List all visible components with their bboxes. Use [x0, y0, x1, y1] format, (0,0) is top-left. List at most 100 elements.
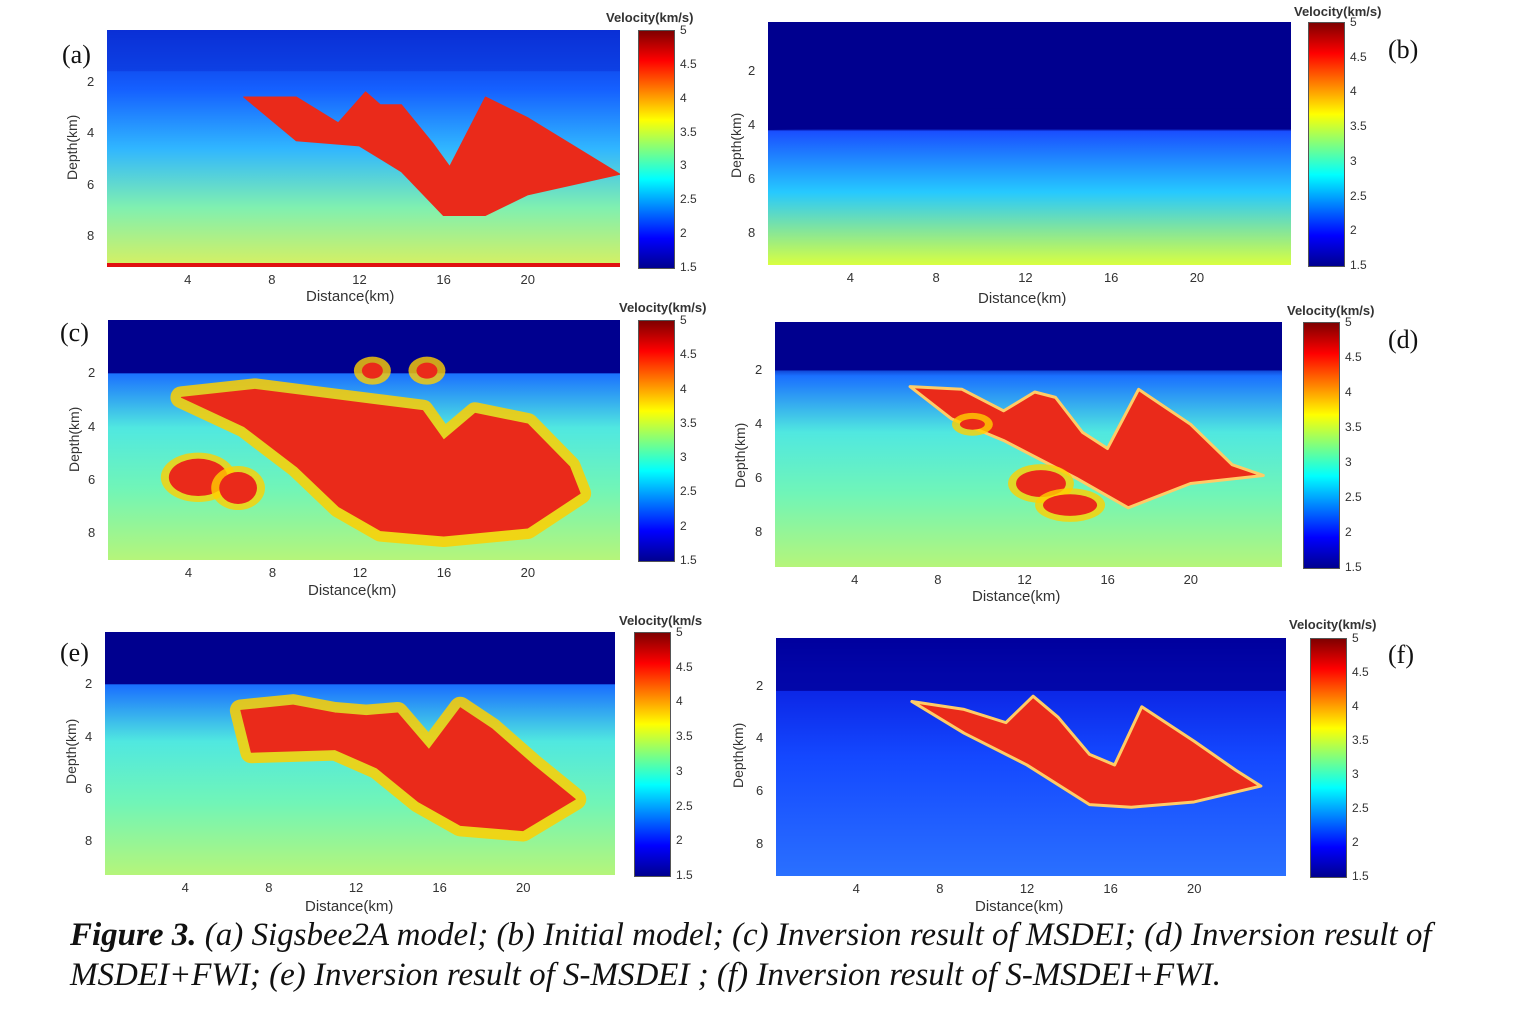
figure-caption: Figure 3. (a) Sigsbee2A model; (b) Initi… [70, 915, 1490, 995]
y-tick-label: 6 [755, 470, 763, 486]
colorbar-tick-label: 2.5 [680, 192, 697, 207]
y-tick-label: 2 [748, 62, 756, 78]
colorbar-tick-label: 1.5 [1345, 560, 1362, 574]
x-tick-label: 16 [1103, 881, 1118, 896]
x-tick-label: 20 [1187, 881, 1202, 896]
colorbar-tick-label: 2 [680, 518, 687, 533]
y-axis-label: Depth(km) [732, 422, 748, 488]
y-tick-label: 8 [88, 525, 96, 541]
velocity-heatmap [768, 22, 1291, 265]
panel-label: (d) [1388, 325, 1419, 354]
colorbar-tick-label: 2 [680, 226, 687, 241]
x-tick-label: 8 [934, 572, 942, 587]
panel-label: (c) [60, 318, 89, 347]
y-axis-label: Depth(km) [63, 718, 79, 784]
y-tick-label: 2 [88, 365, 96, 381]
x-tick-label: 4 [184, 565, 193, 580]
y-axis-label: Depth(km) [66, 406, 82, 472]
y-axis-label: Depth(km) [64, 114, 80, 180]
y-tick-label: 8 [85, 833, 93, 849]
water-layer [768, 22, 1291, 130]
y-axis-label: Depth(km) [728, 112, 744, 178]
x-tick-label: 8 [268, 272, 276, 287]
y-axis-label: Depth(km) [730, 722, 746, 788]
y-tick-label: 8 [87, 228, 95, 244]
colorbar-tick-label: 3.5 [1352, 733, 1369, 747]
colorbar-tick-label: 2.5 [676, 798, 693, 813]
y-tick-label: 8 [748, 224, 756, 240]
x-axis-label: Distance(km) [305, 898, 394, 915]
colorbar-tick-label: 4.5 [676, 659, 693, 674]
caption-text: (a) Sigsbee2A model; (b) Initial model; … [70, 917, 1432, 993]
y-tick-label: 4 [748, 116, 756, 132]
y-tick-label: 2 [755, 362, 763, 378]
colorbar [638, 30, 675, 269]
x-tick-label: 20 [1183, 572, 1199, 587]
x-tick-label: 20 [516, 880, 531, 895]
colorbar-tick-label: 4 [1352, 699, 1359, 713]
panel-label: (e) [60, 638, 89, 667]
x-tick-label: 20 [1189, 270, 1205, 285]
colorbar-tick-label: 4 [1350, 84, 1357, 99]
x-tick-label: 12 [352, 272, 367, 287]
colorbar-tick-label: 5 [676, 625, 683, 639]
x-tick-label: 8 [265, 880, 273, 895]
colorbar-tick-label: 2.5 [1345, 490, 1362, 504]
y-tick-label: 8 [755, 524, 763, 539]
velocity-anomaly [959, 418, 985, 430]
colorbar-tick-label: 5 [1352, 631, 1359, 645]
colorbar-title: Velocity(km/s) [606, 10, 694, 25]
x-tick-label: 20 [520, 272, 535, 287]
caption-lead: Figure 3. [70, 917, 197, 953]
colorbar-tick-label: 4.5 [1352, 665, 1369, 679]
y-tick-label: 4 [755, 416, 763, 432]
colorbar-tick-label: 3 [676, 763, 683, 778]
water-layer [775, 322, 1282, 371]
colorbar-tick-label: 1.5 [1350, 258, 1367, 272]
y-tick-label: 6 [87, 176, 95, 192]
colorbar-tick-label: 1.5 [1352, 869, 1369, 883]
x-tick-label: 12 [1019, 881, 1035, 896]
panel-label: (b) [1388, 35, 1419, 64]
colorbar-tick-label: 4 [676, 694, 683, 709]
y-tick-label: 4 [85, 728, 93, 744]
velocity-heatmap [775, 322, 1282, 567]
x-tick-label: 4 [181, 880, 189, 895]
bottom-layer [107, 263, 620, 267]
colorbar-tick-label: 3.5 [680, 124, 697, 139]
y-tick-label: 6 [748, 170, 756, 186]
colorbar-tick-label: 4.5 [680, 56, 697, 71]
velocity-anomaly [361, 362, 383, 379]
salt-body [910, 694, 1263, 809]
y-tick-label: 8 [756, 836, 764, 852]
colorbar-tick-label: 5 [680, 313, 687, 327]
x-tick-label: 4 [852, 881, 860, 896]
velocity-anomaly [1016, 470, 1066, 497]
colorbar-tick-label: 4 [680, 90, 687, 105]
colorbar-tick-label: 2.5 [1350, 188, 1367, 203]
colorbar-tick-label: 2 [1345, 525, 1352, 539]
y-tick-label: 6 [85, 780, 93, 796]
salt-body [240, 704, 576, 832]
x-axis-label: Distance(km) [308, 582, 397, 599]
x-tick-label: 8 [268, 565, 277, 580]
colorbar-tick-label: 4.5 [1350, 49, 1367, 64]
colorbar-tick-label: 3 [1352, 767, 1359, 781]
colorbar-tick-label: 4 [1345, 385, 1352, 399]
velocity-anomaly [416, 362, 438, 379]
x-tick-label: 12 [1017, 572, 1032, 587]
colorbar-tick-label: 2 [676, 833, 683, 848]
colorbar-title: Velocity(km/s) [619, 300, 707, 315]
colorbar-title: Velocity(km/s) [1294, 4, 1382, 19]
velocity-heatmap [107, 30, 620, 267]
colorbar-tick-label: 3 [1345, 455, 1352, 469]
colorbar-tick-label: 1.5 [680, 553, 697, 567]
velocity-heatmap [776, 638, 1286, 876]
colorbar-tick-label: 4.5 [680, 347, 697, 362]
colorbar-tick-label: 3.5 [676, 729, 693, 744]
salt-body [243, 91, 620, 216]
velocity-anomaly [1043, 494, 1098, 516]
y-tick-label: 2 [85, 676, 93, 692]
y-tick-label: 6 [88, 472, 96, 487]
x-tick-label: 16 [436, 565, 452, 580]
